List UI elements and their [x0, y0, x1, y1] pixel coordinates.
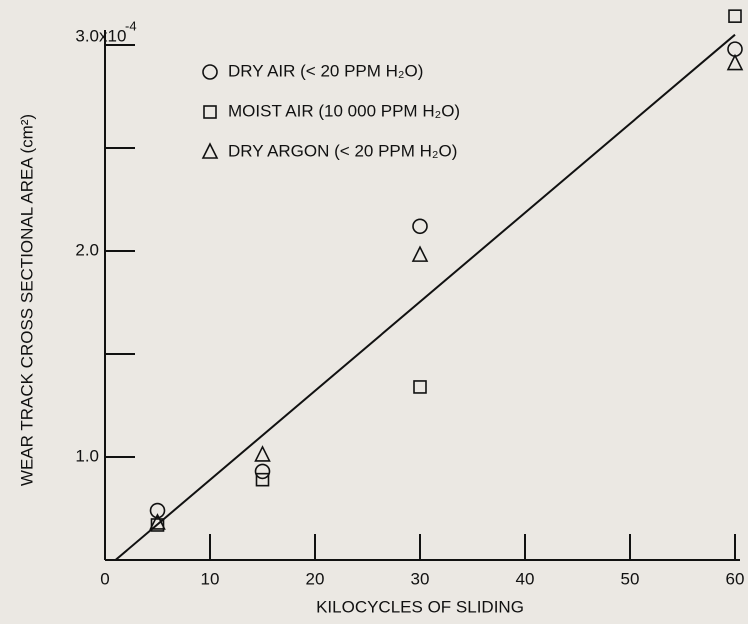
- point: [728, 9, 742, 23]
- point: [412, 218, 428, 235]
- point: [255, 472, 270, 487]
- point: [726, 53, 744, 71]
- point: [413, 380, 427, 394]
- point: [411, 245, 429, 262]
- x-tick-label: 0: [100, 569, 109, 588]
- legend-label: DRY AIR (< 20 PPM H₂O): [228, 61, 423, 80]
- legend-marker: [202, 64, 218, 80]
- y-exponent: -4: [125, 18, 137, 33]
- legend-label: DRY ARGON (< 20 PPM H₂O): [228, 141, 457, 160]
- point: [149, 513, 166, 530]
- y-tick-label: 3.0: [75, 26, 99, 45]
- legend-marker: [201, 142, 219, 159]
- legend-label: MOIST AIR (10 000 PPM H₂O): [228, 101, 460, 120]
- x-tick-label: 20: [306, 569, 325, 588]
- point: [149, 502, 166, 519]
- x-axis-label: KILOCYCLES OF SLIDING: [316, 597, 524, 616]
- y-tick-label: 1.0: [75, 446, 99, 465]
- x-tick-label: 60: [726, 569, 745, 588]
- y-multiplier: x10: [99, 26, 126, 45]
- x-tick-label: 40: [516, 569, 535, 588]
- legend-marker: [203, 105, 217, 119]
- y-tick-label: 2.0: [75, 240, 99, 259]
- y-axis-label: WEAR TRACK CROSS SECTIONAL AREA (cm²): [17, 114, 36, 486]
- x-tick-label: 10: [201, 569, 220, 588]
- x-tick-label: 30: [411, 569, 430, 588]
- point: [150, 518, 165, 532]
- point: [254, 445, 271, 462]
- x-tick-label: 50: [621, 569, 640, 588]
- point: [254, 463, 271, 480]
- fit-line: [114, 33, 736, 561]
